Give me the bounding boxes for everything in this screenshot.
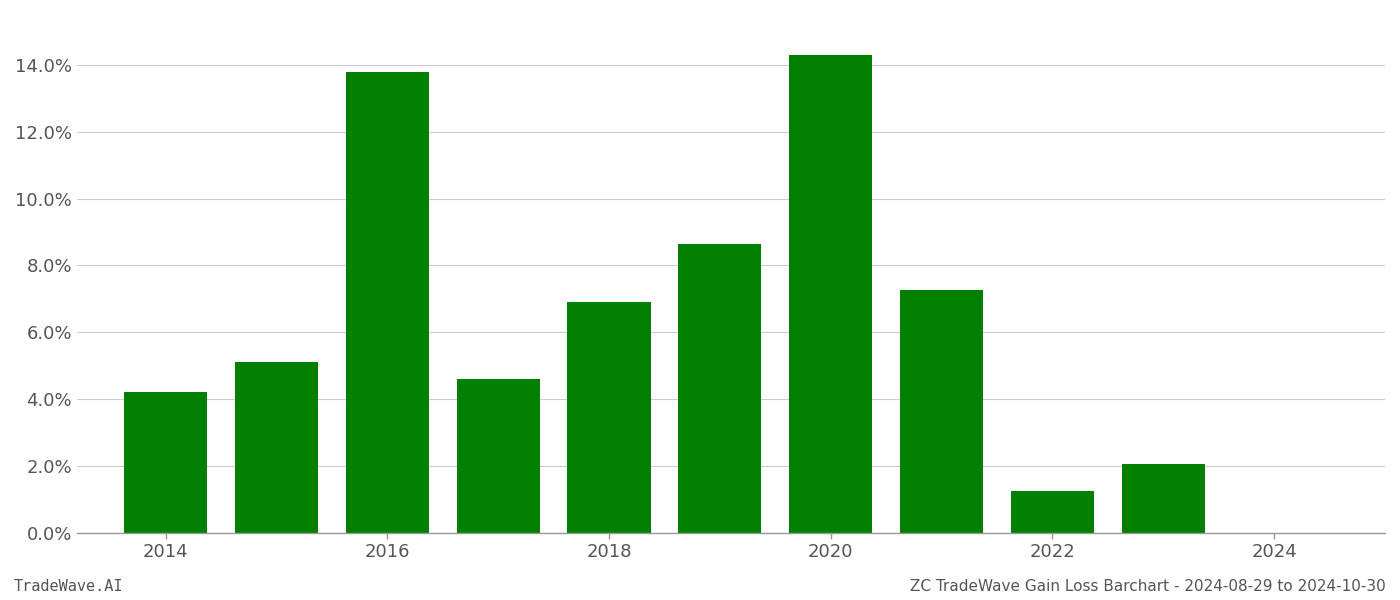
Bar [790,55,872,533]
Bar [1121,464,1205,533]
Bar [235,362,318,533]
Bar [1011,491,1093,533]
Bar [125,392,207,533]
Text: ZC TradeWave Gain Loss Barchart - 2024-08-29 to 2024-10-30: ZC TradeWave Gain Loss Barchart - 2024-0… [910,579,1386,594]
Bar [567,302,651,533]
Text: TradeWave.AI: TradeWave.AI [14,579,123,594]
Bar [678,244,762,533]
Bar [456,379,539,533]
Bar [346,72,428,533]
Bar [900,290,983,533]
